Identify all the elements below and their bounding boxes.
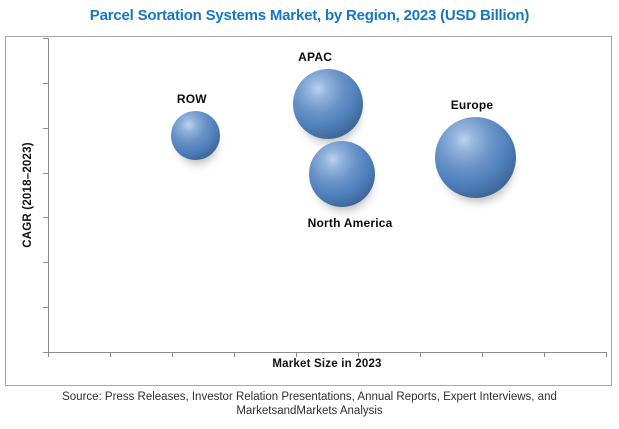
x-axis-tick (544, 352, 545, 357)
source-note: Source: Press Releases, Investor Relatio… (0, 390, 619, 418)
x-axis-tick (48, 352, 49, 357)
y-axis-tick (43, 127, 48, 129)
y-axis-tick (43, 217, 48, 219)
y-axis-tick (43, 307, 48, 309)
bubble-europe (435, 116, 517, 198)
bubble-label-europe: Europe (450, 97, 494, 112)
y-axis-tick (43, 172, 48, 174)
x-axis-tick (420, 352, 421, 357)
x-axis-label: Market Size in 2023 (272, 358, 382, 370)
x-axis-line (48, 352, 607, 353)
x-axis-tick (358, 352, 359, 357)
bubble-north-america (309, 140, 376, 207)
bubble-label-row: ROW (176, 91, 207, 106)
y-axis-tick (43, 38, 48, 39)
x-axis-tick (110, 352, 111, 357)
y-axis-tick (43, 82, 48, 84)
bubble-row (171, 110, 221, 160)
x-axis-tick (172, 352, 173, 357)
plot-area: CAGR (2018–2023) Market Size in 2023 ROW… (5, 36, 612, 386)
x-axis-tick (296, 352, 297, 357)
bubble-label-north-america: North America (307, 215, 393, 230)
bubble-label-apac: APAC (298, 49, 333, 64)
y-axis-label: CAGR (2018–2023) (22, 142, 34, 248)
y-axis-tick (43, 352, 48, 353)
x-axis-tick (234, 352, 235, 357)
x-axis-tick (482, 352, 483, 357)
x-axis-tick (606, 352, 607, 357)
chart-title: Parcel Sortation Systems Market, by Regi… (89, 7, 530, 24)
bubble-apac (293, 68, 364, 139)
source-line-2: MarketsandMarkets Analysis (236, 405, 383, 417)
y-axis-tick (43, 262, 48, 264)
y-axis-line (48, 38, 49, 353)
source-line-1: Source: Press Releases, Investor Relatio… (62, 391, 557, 403)
